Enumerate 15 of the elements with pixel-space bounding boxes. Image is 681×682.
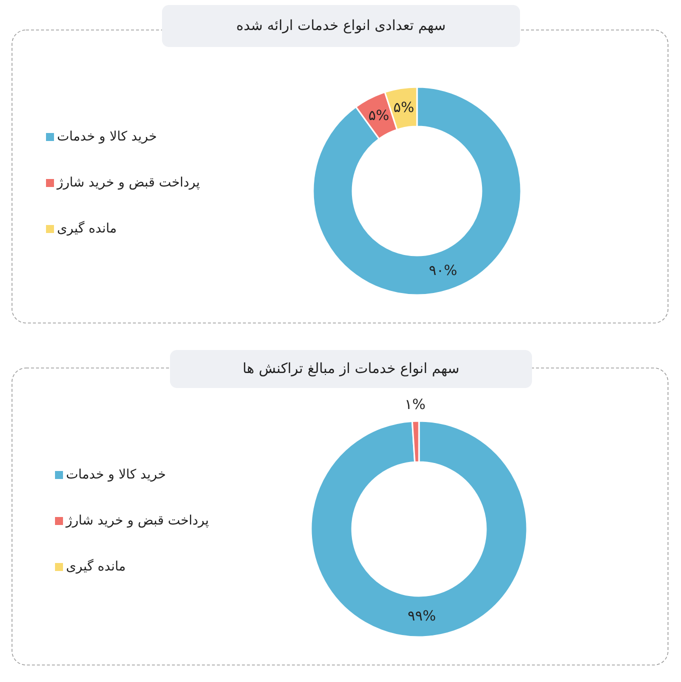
legend-label: مانده گیری xyxy=(57,220,117,236)
data-label: ۵% xyxy=(393,100,414,116)
title: سهم تعدادی انواع خدمات ارائه شده xyxy=(236,18,446,34)
data-label: ۵% xyxy=(368,108,390,124)
legend-item: خرید کالا و خدمات xyxy=(46,130,157,144)
data-label: ۱% xyxy=(404,396,426,413)
legend-item: خرید کالا و خدمات xyxy=(55,468,166,482)
title: سهم انواع خدمات از مبالغ تراکنش ها xyxy=(242,361,460,377)
legend-item: مانده گیری xyxy=(46,222,117,236)
legend-item: پرداخت قبض و خرید شارژ xyxy=(46,176,200,190)
legend-label: مانده گیری xyxy=(66,558,126,574)
legend-item: پرداخت قبض و خرید شارژ xyxy=(55,514,209,528)
data-label: ۹۹% xyxy=(408,608,436,624)
data-label: ۹۰% xyxy=(428,263,458,280)
legend-item: مانده گیری xyxy=(55,560,126,574)
